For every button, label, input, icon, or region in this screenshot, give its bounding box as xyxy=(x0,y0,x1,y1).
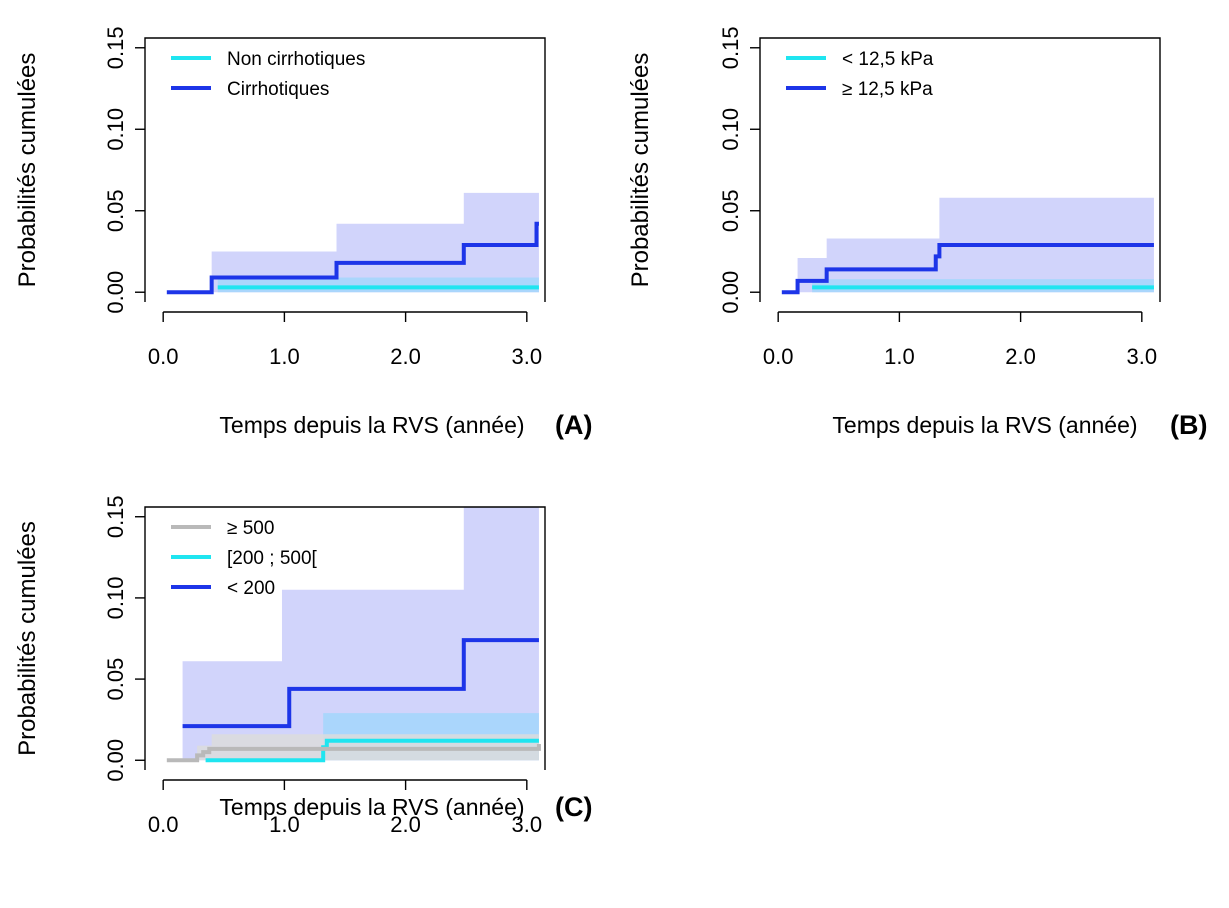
y-tick-label: 0.10 xyxy=(718,108,743,151)
legend-label: Non cirrhotiques xyxy=(227,49,365,70)
x-tick-label: 1.0 xyxy=(269,344,300,369)
plot-area xyxy=(781,173,1154,295)
series-line-cirrhotiques xyxy=(166,221,539,295)
x-tick-label: 3.0 xyxy=(1127,344,1158,369)
series-line-200 xyxy=(182,638,539,729)
plot-area xyxy=(166,156,539,295)
panel-tag: (A) xyxy=(555,410,592,440)
ci-band-cirrhotiques xyxy=(166,156,539,293)
ci-band-non-cirrhotiques xyxy=(217,277,539,293)
x-tick-label: 1.0 xyxy=(884,344,915,369)
plot-frame xyxy=(759,37,1161,302)
y-tick-label: 0.15 xyxy=(103,26,128,69)
plot-area xyxy=(166,507,541,763)
legend-label: < 12,5 kPa xyxy=(842,49,934,70)
y-tick-label: 0.10 xyxy=(103,108,128,151)
panel-tag: (C) xyxy=(555,792,592,822)
x-tick-label: 3.0 xyxy=(512,344,543,369)
y-axis-title: Probabilités cumulées xyxy=(627,53,654,288)
y-tick-label: 0.00 xyxy=(718,271,743,314)
legend-label: Cirrhotiques xyxy=(227,79,329,100)
y-tick-label: 0.10 xyxy=(103,576,128,619)
x-tick-label: 2.0 xyxy=(1005,344,1036,369)
y-tick-label: 0.05 xyxy=(103,189,128,232)
y-tick-label: 0.00 xyxy=(103,271,128,314)
legend: < 12,5 kPa ≥ 12,5 kPa xyxy=(786,49,934,100)
legend-label: < 200 xyxy=(227,578,275,599)
y-tick-label: 0.05 xyxy=(718,189,743,232)
plot-frame xyxy=(144,37,546,302)
chart-panel-1: 0.00 0.05 0.10 0.15 0.0 1.0 2.0 3.0 Probabilités… xyxy=(14,26,592,440)
legend: ≥ 500 [200 ; 500[ < 200 xyxy=(171,518,318,599)
x-tick-label: 0.0 xyxy=(763,344,794,369)
plot-frame xyxy=(144,506,546,770)
y-axis-title: Probabilités cumulées xyxy=(14,53,41,288)
x-axis-title: Temps depuis la RVS (année) xyxy=(832,412,1137,438)
ci-band-200 xyxy=(182,507,539,761)
x-tick-label: 2.0 xyxy=(390,344,421,369)
series-line-12-5-kpa xyxy=(781,242,1154,295)
ci-band-12-5-kpa xyxy=(781,173,1154,293)
x-tick-label: 3.0 xyxy=(512,812,543,837)
y-axis-title: Probabilités cumulées xyxy=(14,521,41,756)
chart-panel-3: 0.00 0.05 0.10 0.15 0.0 1.0 2.0 3.0 Probabilités… xyxy=(14,495,592,837)
legend-label: [200 ; 500[ xyxy=(227,548,318,569)
y-tick-label: 0.05 xyxy=(103,658,128,701)
y-tick-label: 0.00 xyxy=(103,739,128,782)
panel-tag: (B) xyxy=(1170,410,1207,440)
x-tick-label: 2.0 xyxy=(390,812,421,837)
series-line-500 xyxy=(166,744,541,763)
x-tick-label: 0.0 xyxy=(148,344,179,369)
chart-panel-2: 0.00 0.05 0.10 0.15 0.0 1.0 2.0 3.0 Probabilités… xyxy=(627,26,1207,440)
x-axis-title: Temps depuis la RVS (année) xyxy=(219,412,524,438)
legend-label: ≥ 12,5 kPa xyxy=(842,79,933,100)
legend: Non cirrhotiques Cirrhotiques xyxy=(171,49,365,100)
y-tick-label: 0.15 xyxy=(103,495,128,538)
x-tick-label: 1.0 xyxy=(269,812,300,837)
x-tick-label: 0.0 xyxy=(148,812,179,837)
y-tick-label: 0.15 xyxy=(718,26,743,69)
legend-label: ≥ 500 xyxy=(227,518,274,539)
x-axis-title: Temps depuis la RVS (année) xyxy=(219,794,524,820)
